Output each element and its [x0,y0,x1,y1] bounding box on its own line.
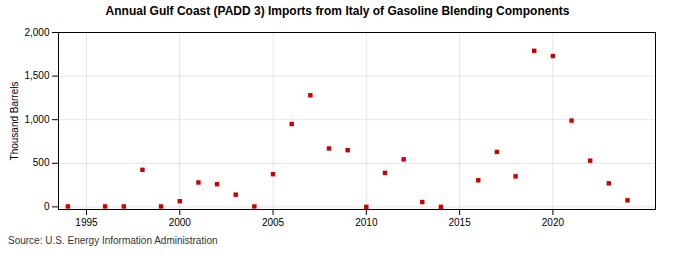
svg-text:1995: 1995 [75,217,98,228]
html-text:Annual Gulf Coast (PADD 3) Imp: Annual Gulf Coast (PADD 3) Imports from … [105,4,570,18]
svg-text:0: 0 [44,201,50,212]
svg-text:2,000: 2,000 [24,27,49,38]
svg-text:2015: 2015 [448,217,471,228]
html-text:Source: U.S. Energy Informatio: Source: U.S. Energy Information Administ… [8,235,218,246]
svg-text:Thousand Barrels: Thousand Barrels [9,82,20,161]
svg-text:2010: 2010 [355,217,378,228]
svg-text:500: 500 [33,157,50,168]
svg-text:1,000: 1,000 [24,114,49,125]
svg-text:2005: 2005 [262,217,285,228]
svg-text:1,500: 1,500 [24,70,49,81]
svg-text:2000: 2000 [169,217,192,228]
svg-text:2020: 2020 [542,217,565,228]
